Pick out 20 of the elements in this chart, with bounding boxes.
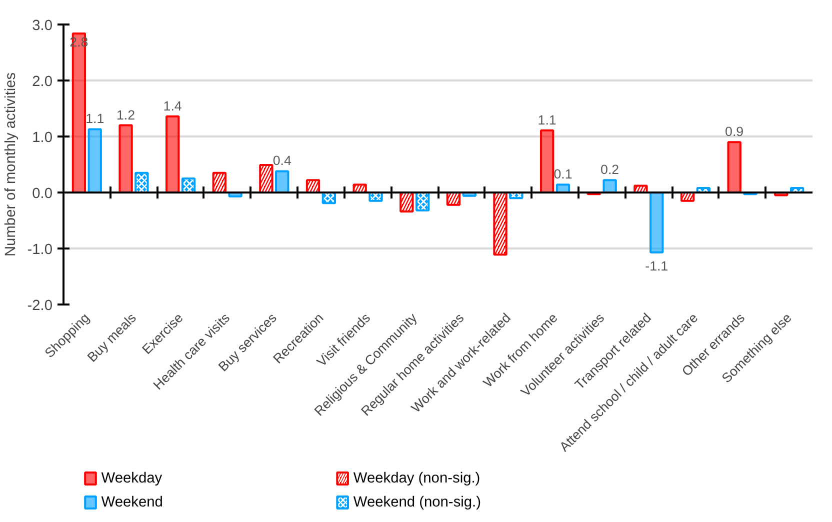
y-tick-label: 3.0 <box>32 18 52 34</box>
data-label: 0.9 <box>725 124 744 140</box>
y-tick-label: -1.0 <box>27 242 53 258</box>
y-tick-label: 2.0 <box>32 74 52 90</box>
data-label: -1.1 <box>645 258 668 274</box>
y-axis-title: Number of monthly activities <box>3 72 20 257</box>
legend-label: Weekend <box>101 494 163 510</box>
legend-label: Weekday <box>101 470 163 486</box>
data-label: 1.2 <box>116 107 136 122</box>
data-label: 0.2 <box>600 162 620 178</box>
data-label: 1.4 <box>163 98 182 114</box>
data-label: 0.1 <box>554 166 572 182</box>
y-tick-label: 0.0 <box>32 186 52 202</box>
legend-label: Weekend (non-sig.) <box>353 494 482 510</box>
data-label: 1.1 <box>86 111 104 126</box>
y-tick-label: -2.0 <box>27 298 53 314</box>
data-label: 0.4 <box>272 153 292 168</box>
legend-label: Weekday (non-sig.) <box>353 470 480 486</box>
data-label: 1.1 <box>538 112 556 128</box>
y-tick-label: 1.0 <box>32 130 52 146</box>
